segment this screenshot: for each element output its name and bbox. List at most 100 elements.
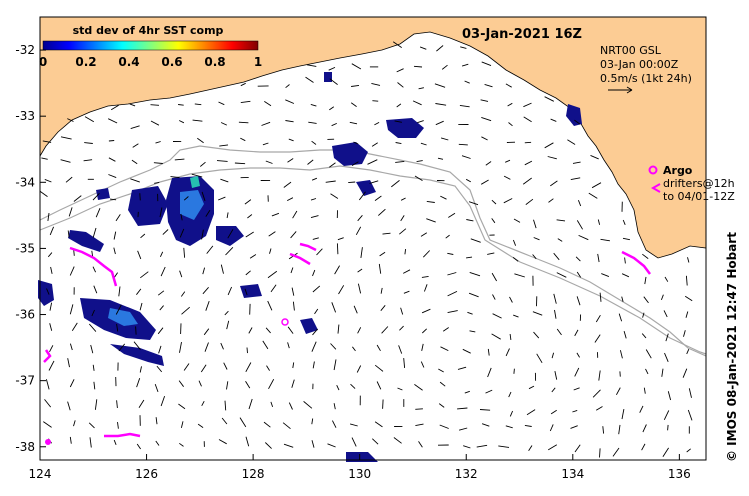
current-vector: [550, 118, 557, 122]
current-vector: [687, 409, 693, 421]
current-vector: [481, 423, 490, 427]
current-vector: [283, 181, 292, 188]
current-vector: [328, 66, 336, 71]
current-vector: [508, 122, 513, 127]
current-vector: [460, 46, 467, 49]
current-vector: [327, 443, 336, 448]
current-vector: [153, 162, 163, 164]
land-mass: [39, 16, 707, 259]
current-vector: [311, 440, 315, 448]
current-vector: [330, 193, 339, 199]
current-vector: [287, 342, 290, 349]
current-vector: [595, 314, 601, 323]
current-vector: [48, 360, 55, 371]
current-vector: [415, 423, 424, 427]
current-vector: [576, 271, 582, 278]
current-vector: [234, 162, 246, 165]
current-vector: [68, 207, 73, 217]
current-vector: [108, 118, 118, 124]
current-vector: [522, 177, 532, 185]
current-vector: [113, 247, 116, 255]
current-vector: [357, 215, 363, 222]
current-vector: [498, 445, 510, 448]
current-vector: [682, 368, 688, 378]
current-vector: [487, 252, 495, 255]
current-vector: [282, 422, 291, 430]
current-vector: [311, 177, 318, 181]
current-vector: [67, 401, 71, 411]
current-vector: [645, 368, 649, 375]
current-vector: [227, 229, 234, 239]
current-vector: [65, 176, 73, 183]
current-vector: [288, 138, 294, 142]
current-vector: [220, 342, 224, 350]
current-vector: [201, 191, 206, 202]
current-vector: [110, 104, 119, 111]
current-vector: [329, 162, 336, 168]
current-vector: [663, 410, 670, 420]
current-vector: [439, 424, 449, 429]
x-tick-label: 130: [348, 467, 371, 481]
current-vector: [271, 212, 280, 217]
current-vector: [572, 409, 578, 413]
current-vector: [337, 324, 340, 334]
current-vector: [466, 256, 473, 259]
current-vector: [179, 342, 182, 353]
current-vector: [245, 362, 252, 373]
current-vector: [550, 180, 558, 187]
current-vector: [544, 142, 554, 149]
current-vector: [645, 349, 652, 359]
current-vector: [507, 102, 513, 107]
current-vector: [244, 199, 252, 205]
current-vector: [109, 198, 117, 201]
current-vector: [391, 180, 400, 188]
current-vector: [139, 193, 141, 201]
current-vector: [292, 362, 295, 369]
current-vector: [380, 287, 383, 294]
current-vector: [447, 310, 458, 314]
current-vector: [174, 158, 185, 161]
current-vector: [305, 76, 314, 83]
current-vector: [201, 229, 204, 240]
current-vector: [159, 207, 163, 218]
current-vector: [533, 331, 540, 339]
current-vector: [108, 157, 116, 162]
current-vector: [447, 272, 457, 276]
current-vector: [50, 266, 53, 274]
current-vector: [83, 159, 93, 162]
current-vector: [618, 424, 621, 435]
current-vector: [441, 64, 448, 70]
current-vector: [400, 197, 406, 201]
current-vector: [491, 199, 497, 205]
current-vector: [434, 83, 446, 88]
current-vector: [415, 408, 423, 410]
current-vector: [158, 345, 162, 354]
argo-line2: to 04/01-12Z: [663, 190, 735, 203]
current-vector: [570, 177, 581, 181]
current-vector: [554, 371, 558, 380]
current-vector: [46, 288, 50, 295]
current-vector: [523, 102, 532, 108]
y-tick-label: -33: [15, 109, 35, 123]
current-vector: [67, 230, 70, 238]
current-vector: [622, 219, 626, 225]
current-vector: [641, 333, 647, 339]
current-vector: [667, 424, 669, 431]
current-vector: [227, 286, 233, 296]
current-vector: [404, 248, 407, 255]
current-vector: [71, 322, 78, 331]
current-vector: [623, 330, 627, 339]
current-vector: [448, 212, 456, 218]
current-vector: [94, 399, 98, 410]
current-vector: [130, 178, 140, 183]
current-vector: [249, 254, 257, 259]
current-vector: [484, 83, 493, 88]
current-vector: [136, 378, 141, 388]
current-vector: [382, 399, 384, 409]
current-vector: [178, 403, 186, 410]
current-vector: [303, 401, 313, 409]
current-vector: [351, 161, 359, 166]
current-vector: [69, 304, 74, 315]
current-vector: [290, 231, 297, 239]
current-vector: [69, 436, 72, 444]
